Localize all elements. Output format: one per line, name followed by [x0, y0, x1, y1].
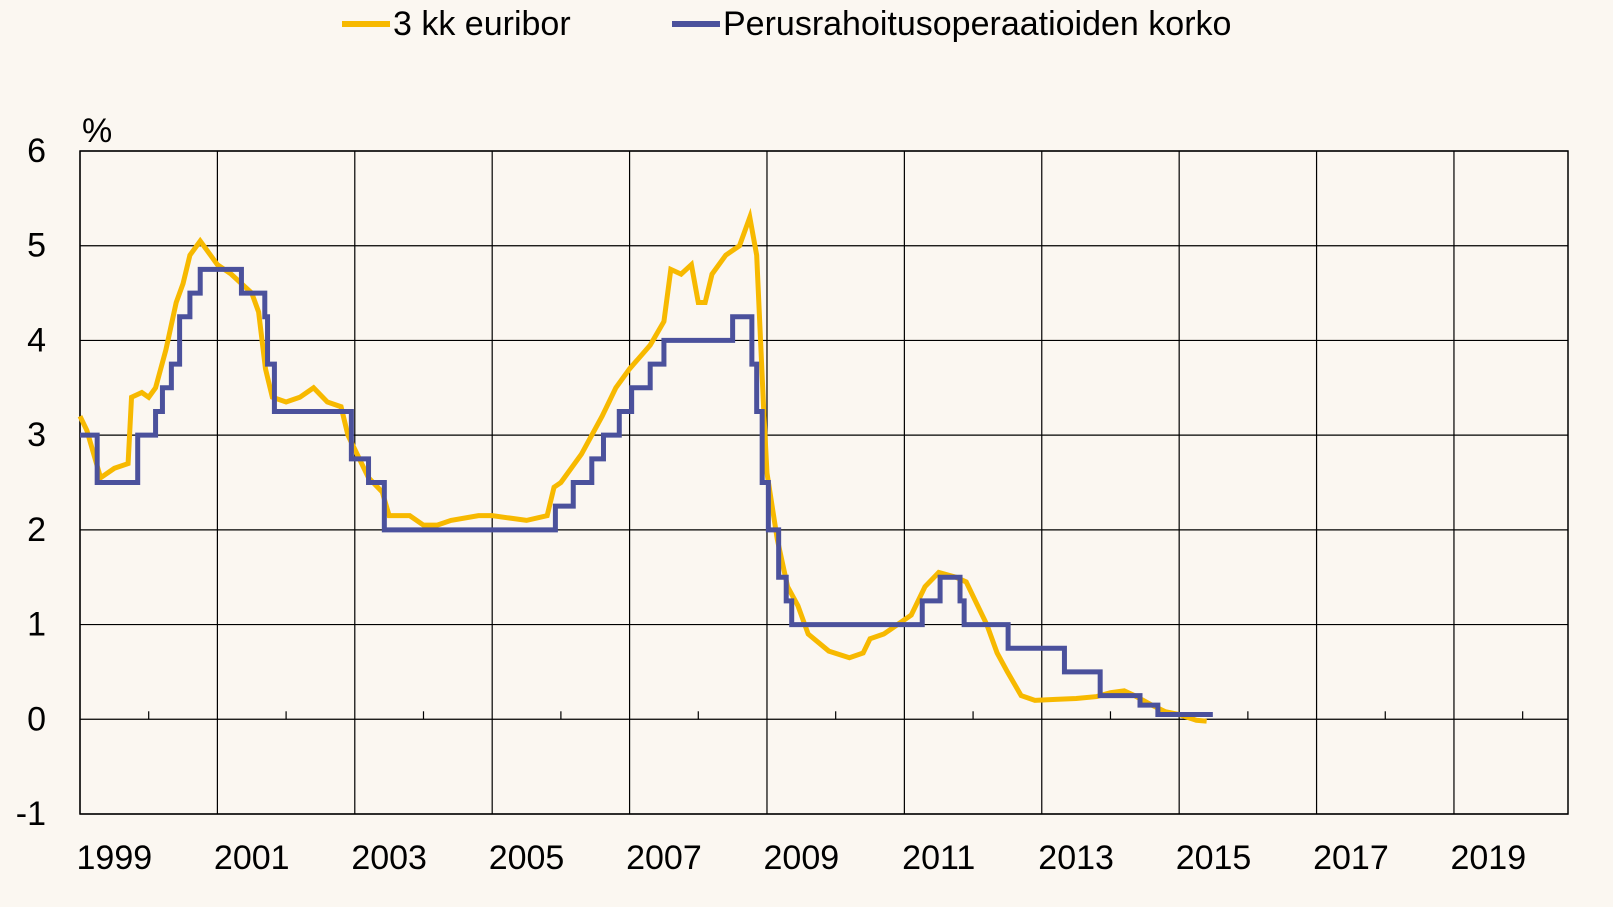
x-tick-label: 2001 — [214, 839, 290, 877]
x-tick-label: 2019 — [1450, 839, 1526, 877]
x-tick-label: 2011 — [902, 839, 975, 877]
x-tick-label: 2015 — [1176, 839, 1252, 877]
legend-label: 3 kk euribor — [393, 5, 571, 43]
x-tick-label: 2003 — [351, 839, 427, 877]
x-tick-label: 2017 — [1313, 839, 1389, 877]
y-axis-label: % — [82, 112, 112, 150]
x-tick-label: 2009 — [764, 839, 840, 877]
y-tick-label: 4 — [27, 321, 46, 359]
plot-frame — [79, 150, 1569, 815]
x-tick-label: 2007 — [626, 839, 702, 877]
series-line — [77, 207, 1207, 724]
y-tick-label: 1 — [27, 606, 46, 644]
y-tick-label: 3 — [27, 416, 46, 454]
y-tick-label: 6 — [27, 132, 46, 170]
y-tick-label: -1 — [16, 795, 46, 833]
legend-label: Perusrahoitusoperaatioiden korko — [723, 5, 1231, 43]
y-tick-label: 0 — [27, 700, 46, 738]
y-tick-label: 5 — [27, 227, 46, 265]
x-tick-label: 1999 — [77, 839, 153, 877]
x-tick-label: 2013 — [1038, 839, 1114, 877]
y-tick-label: 2 — [27, 511, 46, 549]
x-tick-label: 2005 — [489, 839, 565, 877]
series-line — [80, 266, 1213, 718]
